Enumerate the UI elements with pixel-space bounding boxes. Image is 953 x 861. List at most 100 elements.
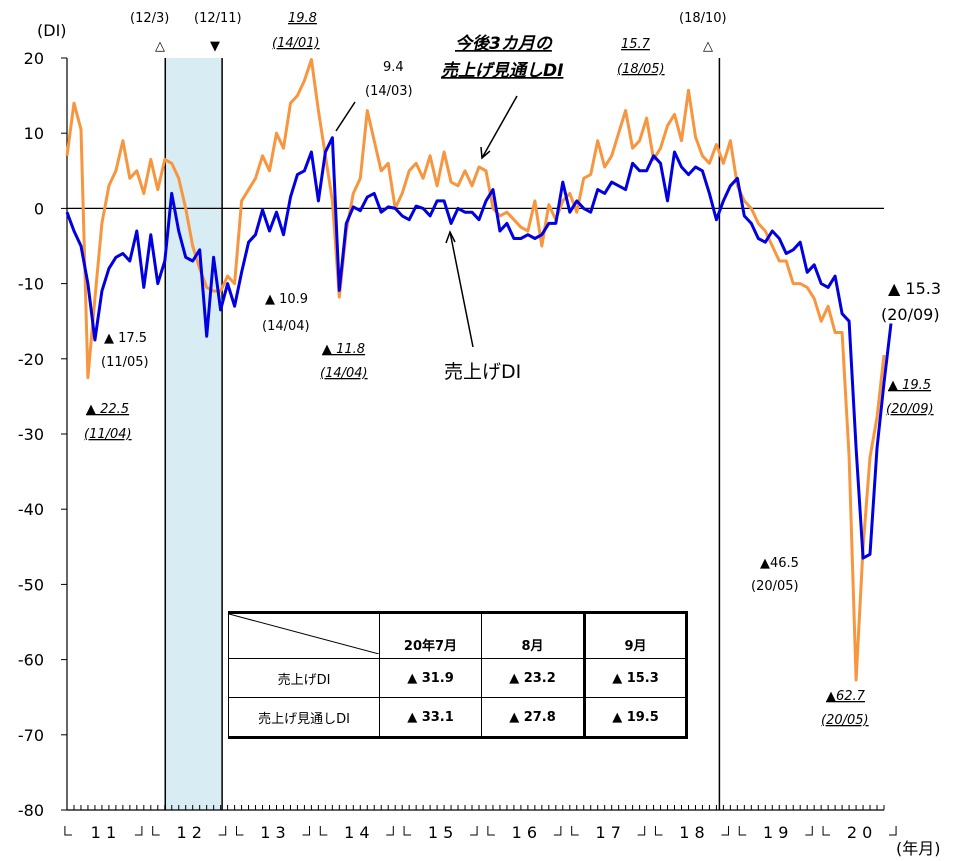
- axes: [61, 57, 885, 811]
- year-bracket-right: [134, 826, 143, 836]
- x-tick-label: 1 6: [512, 823, 537, 842]
- x-tick-label: 1 7: [595, 823, 620, 842]
- year-bracket-left: [654, 826, 663, 836]
- ann-orange-value: ▲ 19.5: [888, 378, 931, 393]
- table-row: 売上げDI ▲ 31.9 ▲ 23.2 ▲ 15.3: [228, 658, 688, 698]
- x-tick-label: 2 0: [847, 823, 872, 842]
- year-bracket-right: [721, 826, 729, 836]
- y-tick-label: -30: [18, 425, 44, 444]
- table-corner-cell: [228, 611, 380, 659]
- table-cell: ▲ 33.1: [379, 697, 482, 739]
- year-bracket-left: [319, 826, 328, 836]
- year-bracket-right: [889, 826, 897, 836]
- ann-orange-date: (20/05): [821, 713, 869, 728]
- y-tick-label: -40: [18, 500, 44, 519]
- table-row: 売上げ見通しDI ▲ 33.1 ▲ 27.8 ▲ 19.5: [228, 697, 688, 739]
- series-label-orange: 売上げ見通しDI: [441, 61, 563, 81]
- recession-start-marker: △: [155, 39, 165, 54]
- ann-blue-date: (20/05): [751, 579, 799, 594]
- year-bracket-left: [235, 826, 244, 836]
- year-bracket-left: [822, 826, 831, 836]
- ann-orange-date: (20/09): [886, 402, 934, 417]
- ann-blue-value: ▲ 17.5: [104, 331, 147, 346]
- ann-orange-value: 19.8: [288, 11, 317, 26]
- ann-orange-value: ▲ 11.8: [322, 342, 365, 357]
- ann-orange-date: (14/01): [272, 36, 320, 51]
- x-tick-label: 1 9: [763, 823, 788, 842]
- series-lines: [65, 58, 893, 682]
- table-row-label: 売上げ見通しDI: [228, 697, 380, 739]
- tick-labels: 20 10 0 -10 -20 -30 -40 -50 -60 -70 -80 1 1 1 2 1 3 1 …: [18, 49, 897, 842]
- year-bracket-right: [637, 826, 646, 836]
- recession-start-label: (12/3): [130, 11, 169, 26]
- y-tick-label: 20: [24, 49, 44, 68]
- ann-blue-value: 9.4: [383, 60, 404, 75]
- table-header-cell: 20年7月: [379, 611, 482, 659]
- series-label-orange: 今後3カ月の: [455, 34, 553, 54]
- year-bracket-right: [470, 826, 478, 836]
- x-tick-label: 1 5: [428, 823, 453, 842]
- orange-label-arrowhead: [480, 146, 491, 160]
- table-cell: ▲ 15.3: [583, 658, 688, 698]
- x-tick-label: 1 2: [176, 823, 201, 842]
- year-bracket-left: [152, 826, 160, 836]
- year-bracket-right: [302, 826, 310, 836]
- year-bracket-left: [738, 826, 747, 836]
- ann-blue-date: (11/05): [101, 355, 149, 370]
- orange-label-arrow: [481, 95, 518, 159]
- y-axis-label: (DI): [37, 21, 67, 40]
- year-bracket-left: [403, 826, 412, 836]
- x-axis-label: (年月): [896, 839, 941, 858]
- y-tick-label: 0: [34, 199, 44, 218]
- table-header-cell: 9月: [583, 611, 688, 659]
- table-cell: ▲ 23.2: [481, 658, 585, 698]
- series-label-blue: 売上げDI: [444, 361, 521, 383]
- recession-end-marker: ▼: [210, 39, 220, 54]
- year-bracket-right: [553, 826, 562, 836]
- year-bracket-right: [218, 826, 227, 836]
- series-line-sales-di: [65, 136, 893, 560]
- x-tick-label: 1 4: [344, 823, 369, 842]
- ann-orange-date: (18/05): [617, 62, 665, 77]
- table-header-cell: 8月: [481, 611, 585, 659]
- table-cell: ▲ 19.5: [583, 697, 688, 739]
- callout-arrows: [335, 95, 518, 348]
- y-tick-label: -80: [18, 801, 44, 820]
- ann-orange-value: ▲ 22.5: [86, 402, 129, 417]
- x-tick-label: 1 1: [91, 823, 116, 842]
- ann-orange-value: 15.7: [621, 37, 651, 52]
- x-tick-label: 1 3: [260, 823, 285, 842]
- blue-label-arrow: [449, 231, 474, 348]
- recession-end-label: (12/11): [194, 11, 242, 26]
- y-tick-label: -20: [18, 350, 44, 369]
- event-lines: [164, 58, 721, 810]
- event-marker: △: [703, 39, 713, 54]
- blue-label-arrowhead: [445, 230, 456, 244]
- ann-orange-value: ▲62.7: [826, 689, 866, 704]
- table-cell: ▲ 27.8: [481, 697, 585, 739]
- year-bracket-left: [571, 826, 579, 836]
- y-tick-label: -60: [18, 651, 44, 670]
- table-cell: ▲ 31.9: [379, 658, 482, 698]
- y-tick-label: -50: [18, 575, 44, 594]
- year-bracket-right: [386, 826, 394, 836]
- ann-blue-date: (14/04): [262, 319, 310, 334]
- diagonal-line: [229, 614, 379, 654]
- ann-blue-value: ▲ 15.3: [888, 279, 941, 298]
- ann-blue-value: ▲ 10.9: [265, 292, 308, 307]
- ann-orange-date: (14/04): [320, 366, 368, 381]
- summary-table: 20年7月 8月 9月 売上げDI ▲ 31.9 ▲ 23.2 ▲ 15.3 売…: [228, 611, 688, 739]
- year-bracket-left: [64, 826, 72, 836]
- y-tick-label: 10: [24, 124, 44, 143]
- peak-arrow: [335, 101, 356, 132]
- year-bracket-right: [805, 826, 813, 836]
- y-tick-label: -10: [18, 275, 44, 294]
- table-row-label: 売上げDI: [228, 658, 380, 698]
- year-bracket-left: [487, 826, 495, 836]
- ann-blue-value: ▲46.5: [760, 556, 799, 571]
- x-tick-label: 1 8: [679, 823, 704, 842]
- event-label: (18/10): [679, 11, 727, 26]
- ann-orange-date: (11/04): [84, 427, 132, 442]
- ann-blue-date: (14/03): [365, 84, 413, 99]
- ann-blue-date: (20/09): [881, 305, 940, 324]
